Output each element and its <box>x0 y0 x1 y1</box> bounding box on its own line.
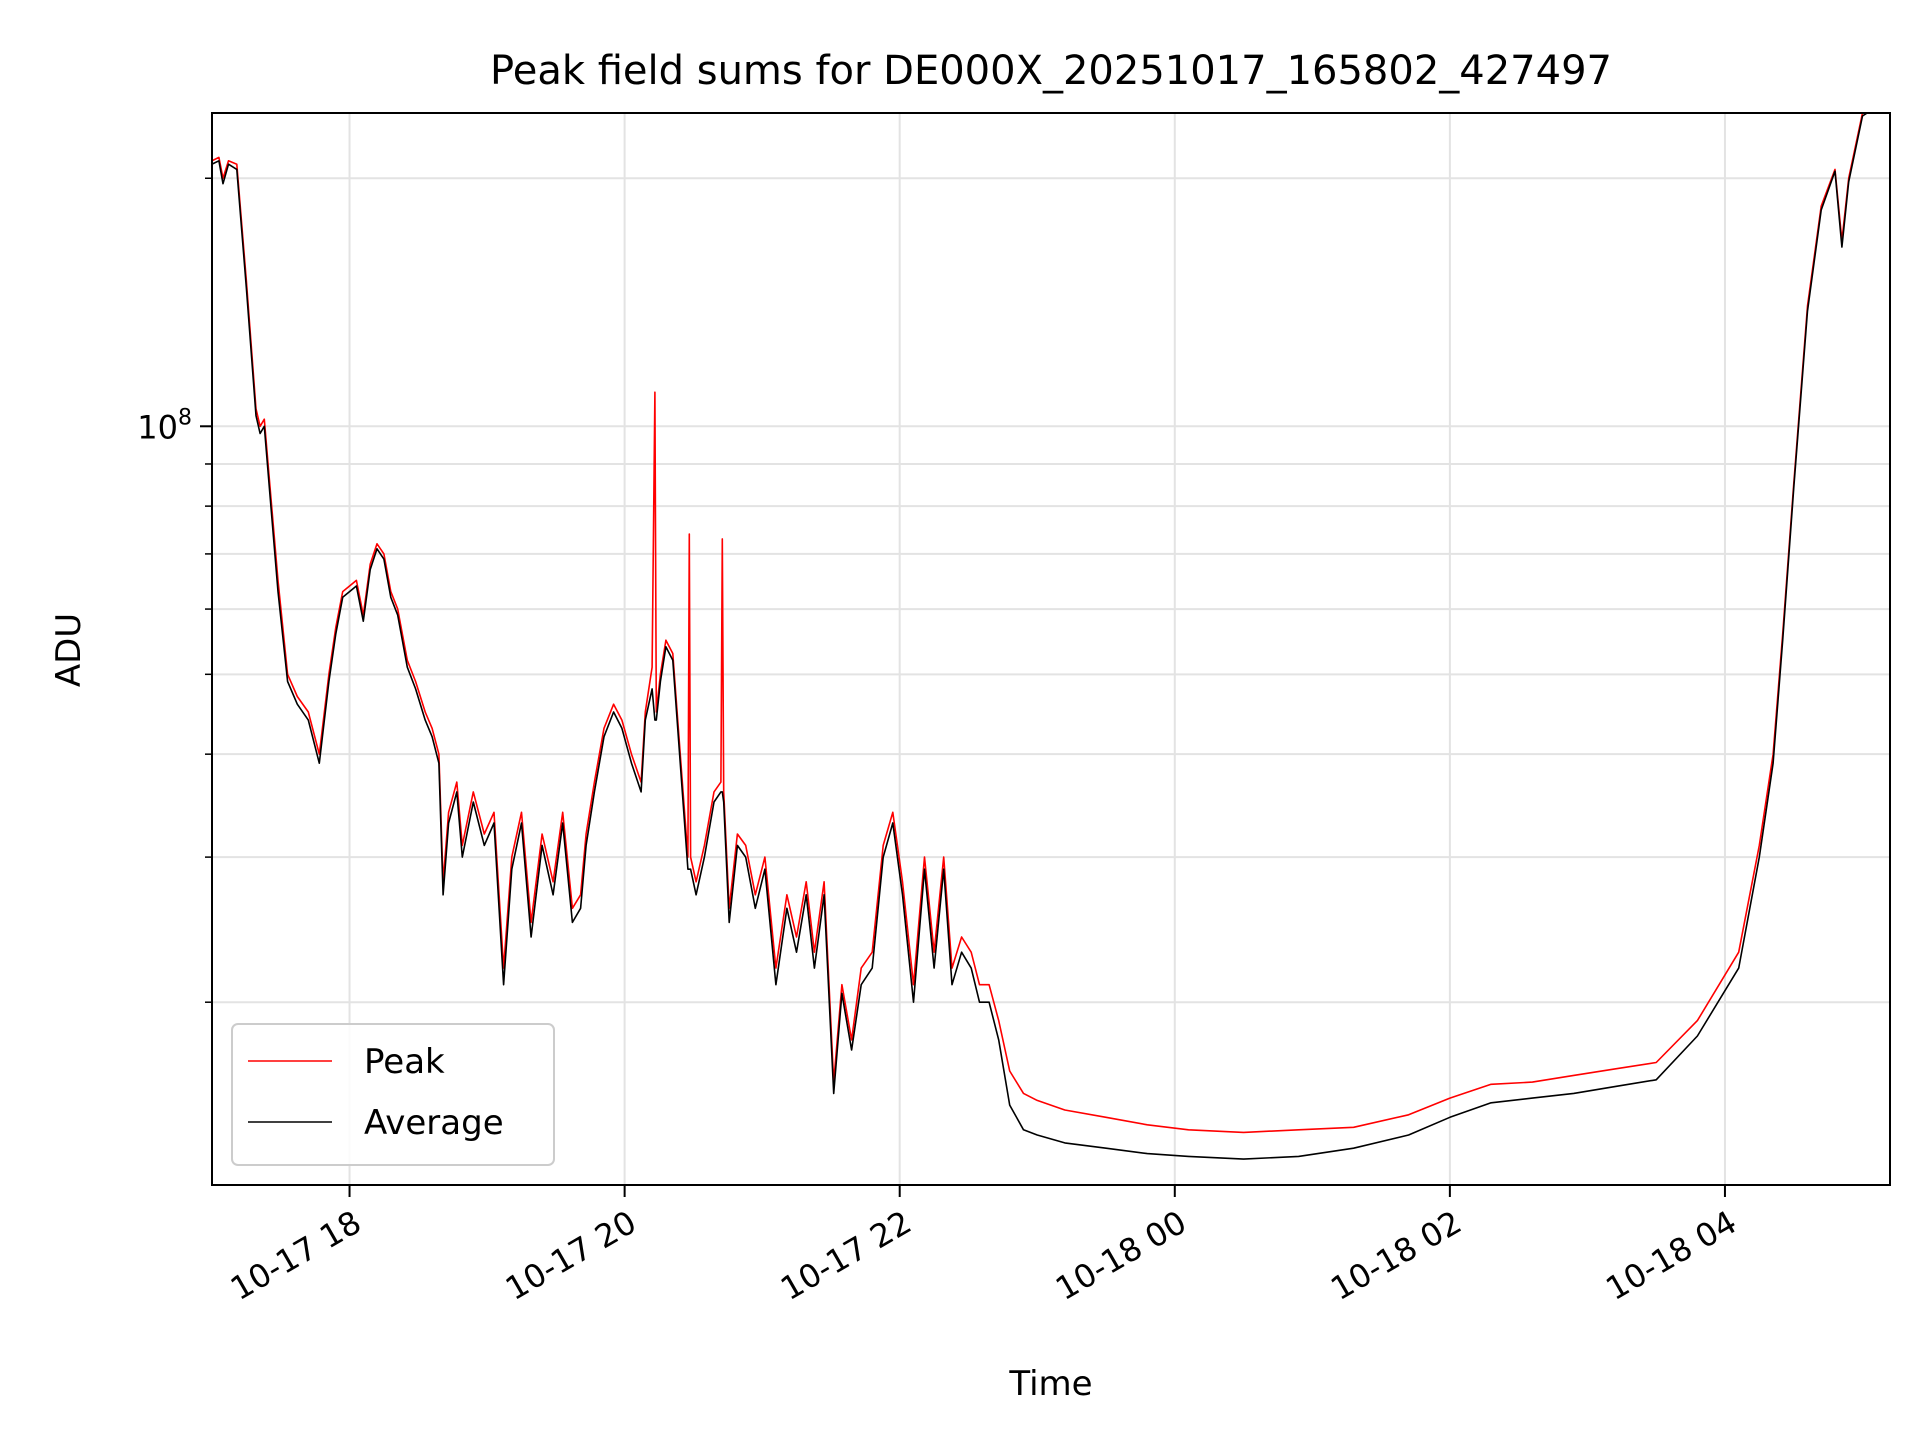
legend: Peak Average <box>231 1023 555 1166</box>
grid <box>212 113 1890 1185</box>
legend-peak-label: Peak <box>364 1042 445 1082</box>
y-tick-label: 108 <box>137 405 192 446</box>
series-line-average <box>212 113 1869 1160</box>
series-line-peak <box>212 113 1865 1134</box>
series-layer <box>212 113 1869 1160</box>
y-tick-exponent: 8 <box>178 405 192 430</box>
legend-box <box>231 1023 555 1166</box>
x-axis-label: Time <box>1008 1364 1092 1404</box>
y-axis-label: ADU <box>49 613 89 687</box>
chart-title: Peak field sums for DE000X_20251017_1658… <box>490 48 1612 94</box>
legend-average-label: Average <box>364 1103 504 1143</box>
plot-frame <box>211 112 1891 1186</box>
y-tick-base: 10 <box>137 408 178 446</box>
